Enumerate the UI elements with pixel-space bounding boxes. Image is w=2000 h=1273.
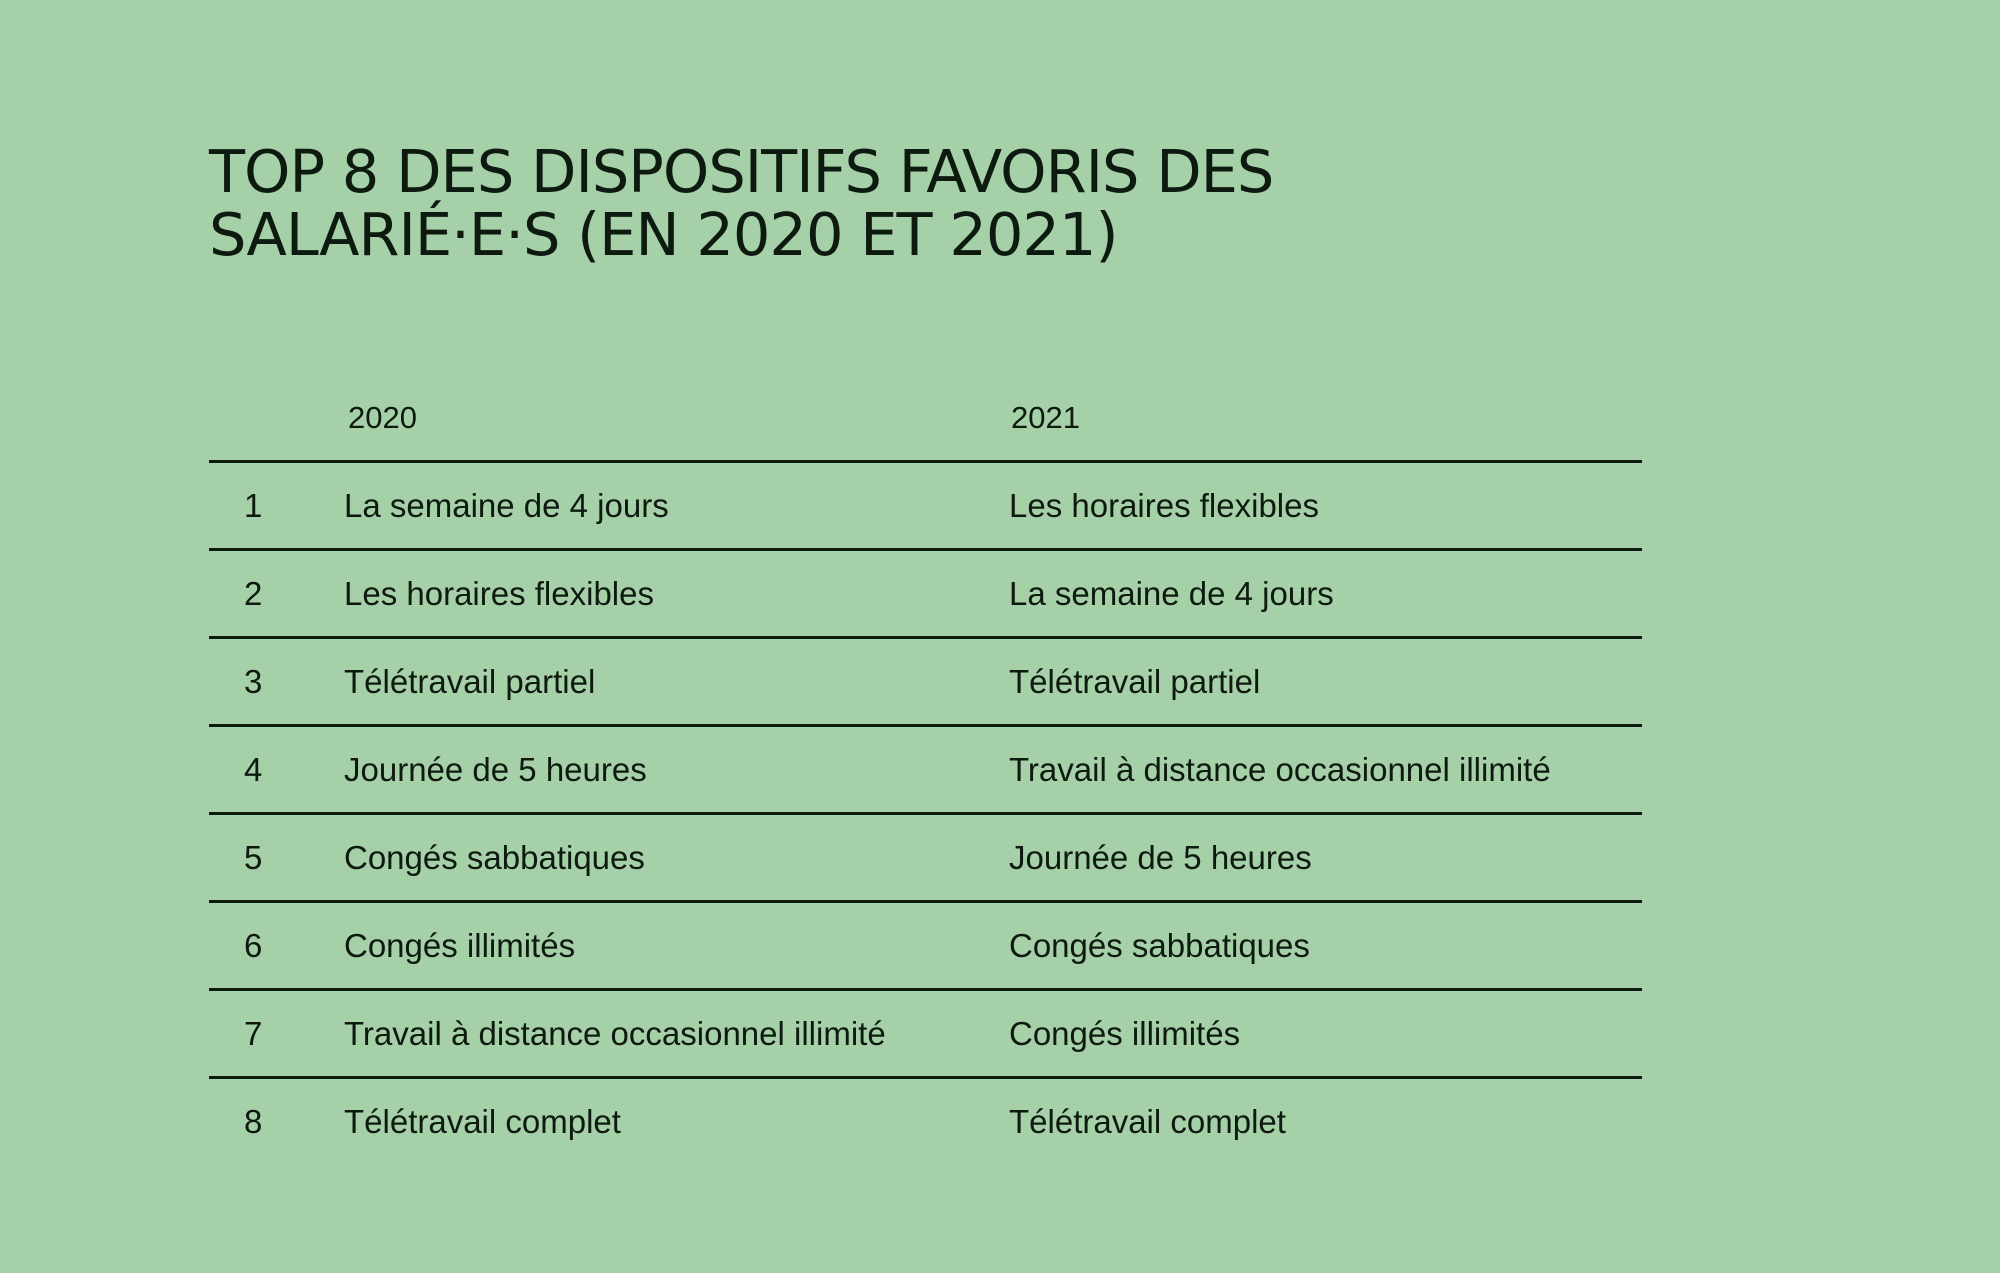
cell-2020: Congés illimités [344, 927, 576, 964]
table-row: 1 La semaine de 4 jours Les horaires flexi… [209, 463, 1642, 551]
table-row: 2 Les horaires flexibles La semaine de 4 j… [209, 551, 1642, 639]
chart-title: TOP 8 DES DISPOSITIFS FAVORIS DES SALARI… [209, 140, 1509, 266]
cell-2020: La semaine de 4 jours [344, 487, 669, 524]
cell-2020: Télétravail complet [344, 1103, 621, 1140]
rank-cell: 2 [244, 575, 263, 612]
table-row: 4 Journée de 5 heures Travail à distance o… [209, 727, 1642, 815]
table-row: 3 Télétravail partiel Télétravail partiel [209, 639, 1642, 727]
table-body: 1 La semaine de 4 jours Les horaires flexi… [209, 463, 1642, 1164]
cell-2021: La semaine de 4 jours [1009, 575, 1334, 612]
rank-cell: 8 [244, 1103, 263, 1140]
cell-2021: Les horaires flexibles [1009, 487, 1319, 524]
rank-cell: 5 [244, 839, 263, 876]
table-row: 8 Télétravail complet Télétravail complet [209, 1079, 1642, 1164]
cell-2021: Congés illimités [1009, 1015, 1241, 1052]
ranking-table: 2020 2021 1 La semaine de 4 jours Les hora… [209, 380, 1642, 1164]
cell-2020: Travail à distance occasionnel illimité [344, 1015, 886, 1052]
cell-2021: Congés sabbatiques [1009, 927, 1310, 964]
cell-2020: Télétravail partiel [344, 663, 596, 700]
header-2020: 2020 [348, 400, 417, 435]
cell-2020: Congés sabbatiques [344, 839, 645, 876]
table-row: 7 Travail à distance occasionnel illimité… [209, 991, 1642, 1079]
cell-2021: Travail à distance occasionnel illimité [1009, 751, 1551, 788]
cell-2021: Télétravail partiel [1009, 663, 1261, 700]
rank-cell: 3 [244, 663, 263, 700]
rank-cell: 7 [244, 1015, 263, 1052]
chart-title-line-2: SALARIÉ·E·S (EN 2020 ET 2021) [209, 200, 1119, 269]
cell-2020: Les horaires flexibles [344, 575, 654, 612]
rank-cell: 6 [244, 927, 263, 964]
table-row: 5 Congés sabbatiques Journée de 5 heures [209, 815, 1642, 903]
cell-2021: Télétravail complet [1009, 1103, 1286, 1140]
table-header: 2020 2021 [209, 380, 1642, 463]
cell-2021: Journée de 5 heures [1009, 839, 1312, 876]
rank-cell: 1 [244, 487, 263, 524]
table-row: 6 Congés illimités Congés sabbatiques [209, 903, 1642, 991]
header-2021: 2021 [1011, 400, 1080, 435]
rank-cell: 4 [244, 751, 263, 788]
chart-title-line-1: TOP 8 DES DISPOSITIFS FAVORIS DES [209, 137, 1274, 206]
cell-2020: Journée de 5 heures [344, 751, 647, 788]
